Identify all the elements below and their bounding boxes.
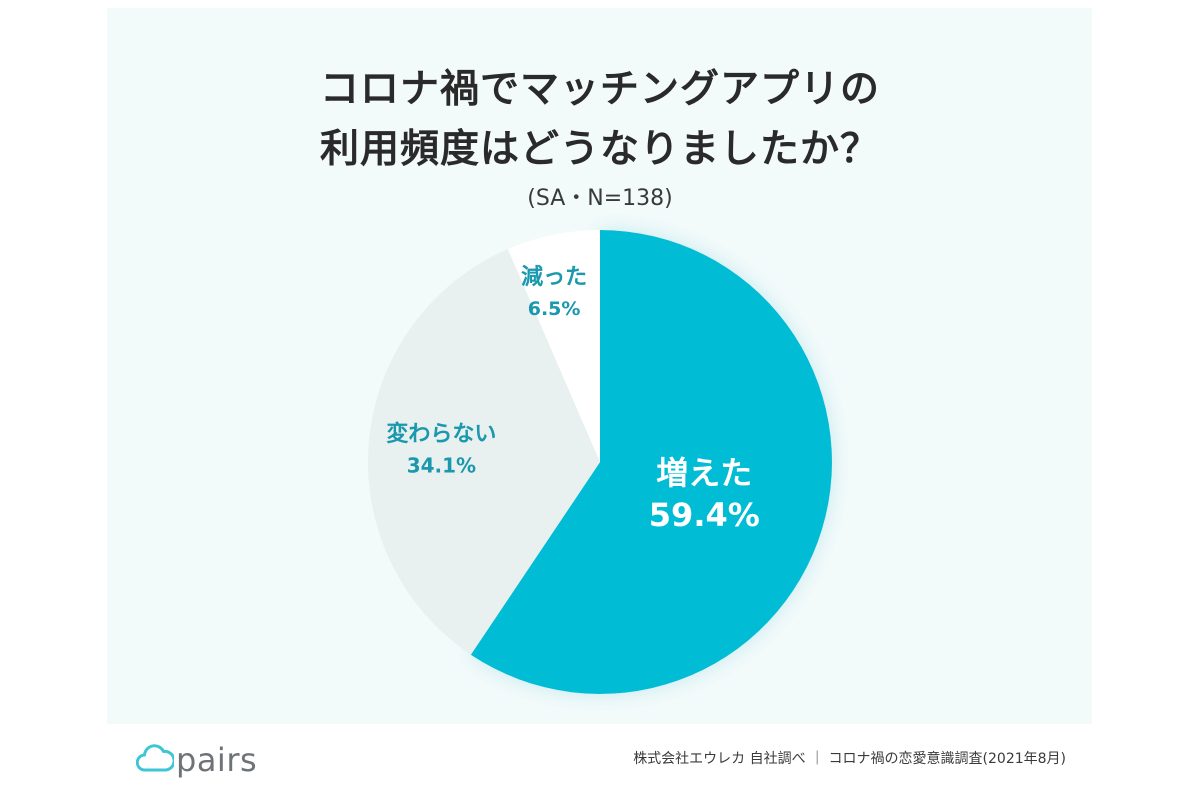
cloud-icon — [135, 742, 176, 778]
slice-value-3: 6.5% — [528, 298, 581, 320]
logo-wordmark: pairs — [176, 741, 258, 779]
chart-title-line1: コロナ禍でマッチングアプリの — [319, 67, 880, 112]
slice-label-2: 変わらない — [386, 421, 496, 447]
pie-slice-1 — [470, 230, 832, 694]
slice-value-1: 59.4% — [649, 496, 760, 534]
source-note: 株式会社エウレカ 自社調べ ｜ コロナ禍の恋愛意識調査(2021年8月) — [633, 751, 1066, 767]
slice-label-3: 減った — [521, 265, 587, 290]
pie-slice-2 — [367, 249, 600, 655]
slice-label-1: 増えた — [656, 454, 752, 492]
pie-slice-3 — [507, 230, 600, 462]
slice-value-2: 34.1% — [407, 453, 476, 477]
chart-subtitle: (SA・N=138) — [527, 186, 673, 211]
pairs-logo: pairs — [135, 740, 258, 780]
chart-title-line2: 利用頻度はどうなりましたか？ — [319, 127, 880, 172]
